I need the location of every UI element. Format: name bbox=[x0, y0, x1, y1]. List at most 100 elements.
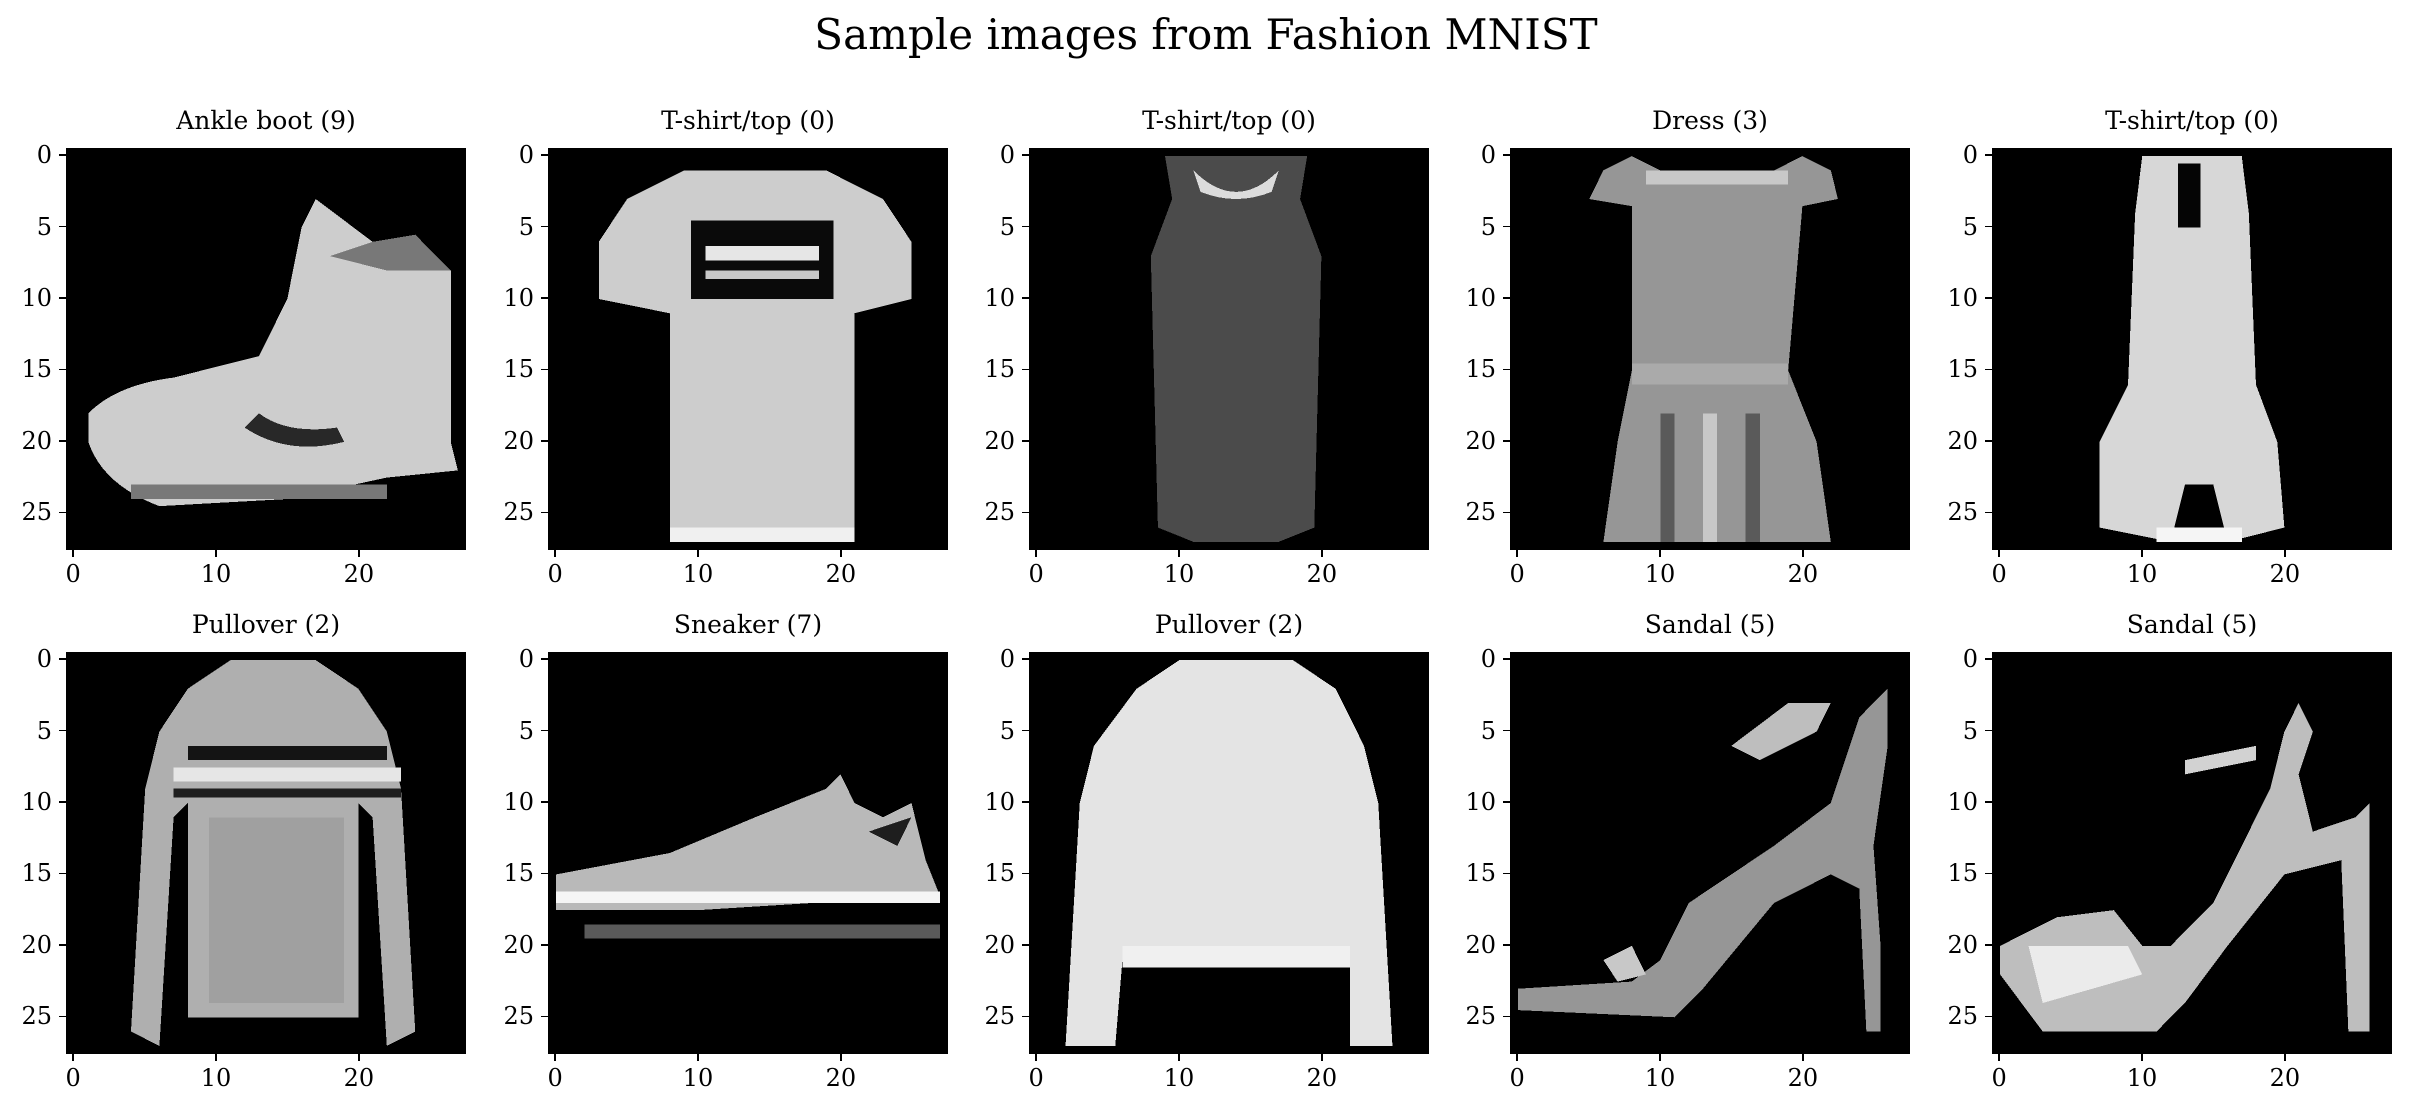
x-tick-label: 10 bbox=[200, 1064, 232, 1092]
subplot-romper: T-shirt/top (0) 0 5 10 15 20 25 0 10 20 bbox=[1932, 106, 2392, 590]
y-tick-label: 15 bbox=[1947, 859, 1978, 888]
image-pixels bbox=[556, 774, 940, 939]
subplot-pullover-striped: Pullover (2) 0 5 10 15 20 25 0 10 20 bbox=[6, 610, 466, 1094]
y-tick-label: 25 bbox=[984, 498, 1015, 527]
y-tick-label: 0 bbox=[36, 645, 52, 674]
x-tick-label: 0 bbox=[1991, 1064, 2007, 1092]
y-tick-label: 20 bbox=[503, 426, 534, 455]
x-tick-mark bbox=[215, 1054, 217, 1061]
y-tick-label: 5 bbox=[518, 716, 534, 745]
x-tick-mark bbox=[697, 550, 699, 557]
y-tick-mark bbox=[1503, 154, 1510, 156]
y-tick-label: 25 bbox=[21, 498, 52, 527]
x-tick-mark bbox=[1998, 1054, 2000, 1061]
tank-top-region-0 bbox=[1150, 156, 1322, 542]
image-sneaker bbox=[548, 652, 948, 1054]
y-tick-mark bbox=[1022, 154, 1029, 156]
dress-region-2 bbox=[1660, 413, 1675, 542]
y-tick-label: 20 bbox=[503, 930, 534, 959]
image-dress bbox=[1510, 148, 1910, 550]
image-tshirt-print bbox=[548, 148, 948, 550]
image-pixels bbox=[1150, 156, 1322, 542]
y-tick-label: 5 bbox=[518, 212, 534, 241]
subplot-sandal-strap: Sandal (5) 0 5 10 15 20 25 0 10 20 bbox=[1932, 610, 2392, 1094]
x-tick-mark bbox=[2141, 550, 2143, 557]
image-pullover-striped bbox=[66, 652, 466, 1054]
y-tick-mark bbox=[1985, 511, 1992, 514]
y-tick-mark bbox=[1985, 729, 1992, 732]
y-tick-mark bbox=[1022, 801, 1029, 803]
y-tick-label: 15 bbox=[503, 355, 534, 384]
ankle-boot-region-3 bbox=[130, 484, 387, 499]
y-tick-label: 0 bbox=[518, 141, 534, 170]
y-tick-label: 0 bbox=[518, 645, 534, 674]
subplot-tshirt-print: T-shirt/top (0) 0 5 10 15 20 25 0 10 20 bbox=[488, 106, 948, 590]
y-tick-mark bbox=[541, 368, 548, 371]
x-tick-mark bbox=[2284, 1054, 2286, 1061]
subplot-title: Dress (3) bbox=[1652, 106, 1768, 135]
y-tick-label: 15 bbox=[21, 355, 52, 384]
y-tick-label: 20 bbox=[1947, 426, 1978, 455]
y-tick-label: 10 bbox=[984, 788, 1015, 816]
y-tick-mark bbox=[541, 801, 548, 803]
y-tick-label: 15 bbox=[1465, 859, 1496, 888]
chart-title: Sample images from Fashion MNIST bbox=[814, 10, 1598, 59]
y-tick-label: 15 bbox=[984, 355, 1015, 384]
y-tick-mark bbox=[541, 658, 548, 660]
romper-region-2 bbox=[2156, 527, 2242, 542]
y-tick-mark bbox=[59, 872, 66, 875]
x-tick-mark bbox=[1659, 550, 1661, 557]
image-sandal-strap bbox=[1992, 652, 2392, 1054]
x-tick-mark bbox=[358, 550, 360, 557]
y-tick-mark bbox=[1985, 944, 1992, 946]
y-tick-label: 0 bbox=[36, 141, 52, 170]
image-pixels bbox=[1518, 688, 1888, 1032]
y-tick-mark bbox=[59, 511, 66, 514]
x-tick-label: 0 bbox=[1028, 560, 1044, 588]
y-tick-mark bbox=[541, 511, 548, 514]
y-tick-label: 10 bbox=[21, 284, 52, 312]
x-tick-label: 20 bbox=[2269, 560, 2301, 588]
x-tick-mark bbox=[1178, 1054, 1180, 1061]
y-tick-label: 20 bbox=[984, 930, 1015, 959]
y-tick-mark bbox=[1985, 368, 1992, 371]
x-tick-label: 0 bbox=[1028, 1064, 1044, 1092]
image-pixels bbox=[2000, 703, 2370, 1032]
pullover-striped-region-3 bbox=[173, 788, 402, 798]
y-tick-mark bbox=[59, 225, 66, 228]
y-tick-mark bbox=[1022, 511, 1029, 514]
y-tick-mark bbox=[541, 729, 548, 732]
y-tick-label: 15 bbox=[1465, 355, 1496, 384]
x-tick-label: 20 bbox=[343, 560, 375, 588]
y-tick-mark bbox=[59, 729, 66, 732]
x-tick-mark bbox=[215, 550, 217, 557]
x-tick-mark bbox=[1802, 550, 1804, 557]
y-tick-mark bbox=[1985, 658, 1992, 660]
y-tick-label: 0 bbox=[999, 645, 1015, 674]
x-tick-mark bbox=[840, 1054, 842, 1061]
y-tick-mark bbox=[59, 1015, 66, 1018]
x-tick-mark bbox=[1659, 1054, 1661, 1061]
dress-region-3 bbox=[1702, 413, 1718, 542]
y-tick-label: 25 bbox=[503, 498, 534, 527]
x-tick-mark bbox=[1516, 550, 1518, 557]
x-tick-label: 0 bbox=[1509, 1064, 1525, 1092]
y-tick-label: 20 bbox=[21, 426, 52, 455]
x-tick-mark bbox=[1802, 1054, 1804, 1061]
y-tick-mark bbox=[59, 801, 66, 803]
y-tick-label: 25 bbox=[1947, 498, 1978, 527]
y-tick-mark bbox=[1985, 297, 1992, 299]
x-tick-label: 10 bbox=[2126, 1064, 2158, 1092]
x-tick-label: 0 bbox=[65, 560, 81, 588]
subplot-title: T-shirt/top (0) bbox=[661, 106, 835, 135]
x-tick-mark bbox=[2141, 1054, 2143, 1061]
y-tick-mark bbox=[1503, 368, 1510, 371]
y-tick-label: 10 bbox=[1465, 284, 1496, 312]
y-tick-label: 5 bbox=[999, 212, 1015, 241]
x-tick-label: 10 bbox=[682, 560, 714, 588]
x-tick-mark bbox=[2284, 550, 2286, 557]
y-tick-label: 5 bbox=[1962, 212, 1978, 241]
y-tick-label: 15 bbox=[503, 859, 534, 888]
image-pixels bbox=[2099, 156, 2285, 542]
